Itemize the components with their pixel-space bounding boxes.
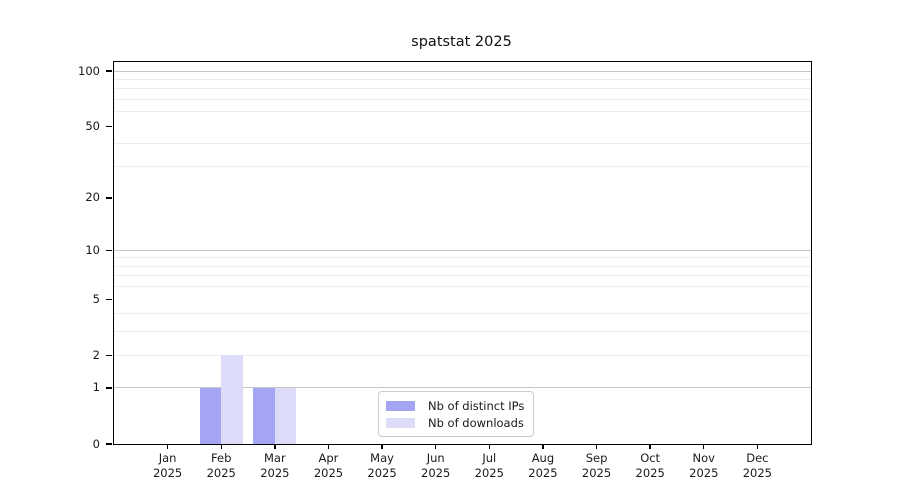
x-tick-may <box>381 444 383 449</box>
x-tick-label-feb: Feb 2025 <box>206 451 236 480</box>
y-tick-10 <box>106 249 112 251</box>
y-tick-2 <box>106 354 112 356</box>
legend-label-downloads: Nb of downloads <box>428 415 524 430</box>
legend-label-distinct-ips: Nb of distinct IPs <box>428 398 525 413</box>
gridline-major-1 <box>114 387 811 389</box>
bar-mar-downloads <box>274 387 297 444</box>
x-tick-jun <box>434 444 437 449</box>
gridline-major-100 <box>114 70 811 72</box>
bar-feb-downloads <box>221 355 243 444</box>
x-tick-nov <box>703 444 705 449</box>
x-tick-label-sep: Sep 2025 <box>581 451 612 480</box>
x-tick-dec <box>756 444 759 449</box>
y-tick-0 <box>106 443 112 445</box>
y-tick-100 <box>106 70 112 72</box>
gridline-minor-40 <box>114 143 811 145</box>
x-tick-feb <box>220 444 222 449</box>
gridline-minor-3 <box>114 331 811 333</box>
x-tick-oct <box>649 444 651 449</box>
x-tick-label-may: May 2025 <box>367 451 397 480</box>
legend-swatch-downloads <box>386 417 415 428</box>
y-tick-20 <box>106 197 112 199</box>
chart-title: spatstat 2025 <box>411 34 512 50</box>
x-tick-label-dec: Dec 2025 <box>742 451 773 480</box>
y-tick-label-10: 10 <box>85 242 100 257</box>
plot-area: 0 1 2 5 10 20 50 100 Jan 2025 Feb 2025 Mar 2025 Apr 20… <box>78 61 812 480</box>
gridline-minor-4 <box>114 313 811 315</box>
legend-entry-distinct-ips: Nb of distinct IPs <box>386 397 524 414</box>
y-tick-label-0: 0 <box>92 436 100 451</box>
x-tick-label-jan: Jan 2025 <box>152 451 183 480</box>
y-tick-label-2: 2 <box>92 347 100 362</box>
gridline-minor-9 <box>114 257 811 259</box>
legend-entry-downloads: Nb of downloads <box>386 414 524 431</box>
x-tick-label-jul: Jul 2025 <box>474 451 504 480</box>
y-tick-50 <box>106 125 112 127</box>
gridline-minor-2 <box>114 354 811 356</box>
gridline-minor-30 <box>114 166 811 167</box>
bar-mar-ips <box>253 387 275 444</box>
gridline-minor-6 <box>114 286 811 288</box>
y-tick-label-50: 50 <box>85 118 100 133</box>
y-tick-5 <box>106 298 112 300</box>
gridline-minor-60 <box>114 111 811 113</box>
y-tick-label-100: 100 <box>78 63 100 78</box>
x-tick-mar <box>274 444 276 449</box>
y-tick-label-1: 1 <box>92 380 100 395</box>
gridline-minor-8 <box>114 265 811 267</box>
x-tick-label-oct: Oct 2025 <box>635 451 665 480</box>
x-tick-label-apr: Apr 2025 <box>313 451 344 480</box>
legend: Nb of distinct IPs Nb of downloads <box>378 391 535 437</box>
x-tick-label-mar: Mar 2025 <box>260 451 290 480</box>
gridline-minor-7 <box>114 275 811 277</box>
x-tick-label-nov: Nov 2025 <box>689 451 719 480</box>
gridline-minor-80 <box>114 88 811 90</box>
x-tick-label-aug: Aug 2025 <box>528 451 558 480</box>
bar-feb-ips <box>199 387 222 444</box>
y-tick-1 <box>106 387 112 389</box>
gridline-major-10 <box>114 249 811 251</box>
x-tick-label-jun: Jun 2025 <box>421 451 451 480</box>
x-tick-jul <box>488 444 490 449</box>
x-tick-apr <box>327 444 330 449</box>
gridline-minor-70 <box>114 99 811 101</box>
x-tick-jan <box>166 444 169 449</box>
y-tick-label-5: 5 <box>92 291 100 306</box>
gridline-minor-90 <box>114 78 811 80</box>
x-tick-aug <box>542 444 544 449</box>
y-tick-label-20: 20 <box>85 190 100 205</box>
x-tick-sep <box>595 444 598 449</box>
legend-swatch-distinct-ips <box>386 400 415 411</box>
